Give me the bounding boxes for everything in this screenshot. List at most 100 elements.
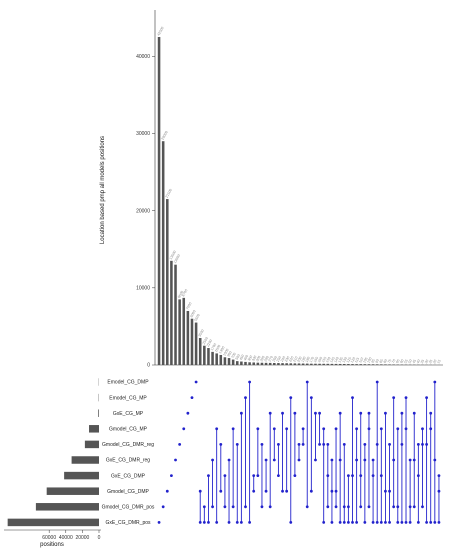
matrix-dot (367, 505, 371, 509)
intersection-bar-value: 29000 (161, 130, 169, 140)
matrix-dot (215, 427, 219, 431)
matrix-dot (190, 396, 194, 399)
intersection-bar-value: 90 (375, 358, 380, 363)
matrix-dot (285, 427, 289, 431)
matrix-dot (277, 474, 280, 477)
matrix-dot (416, 474, 420, 477)
intersection-bar (203, 345, 206, 365)
intersection-bar (174, 264, 177, 365)
intersection-bar (231, 359, 235, 365)
intersection-bar (347, 364, 350, 365)
matrix-dot (293, 411, 297, 415)
matrix-dot (301, 427, 305, 431)
matrix-dot (194, 380, 198, 384)
intersection-bar (215, 353, 218, 365)
matrix-dot (359, 505, 363, 509)
intersection-bar-value: 50 (408, 359, 413, 364)
matrix-dot (351, 474, 354, 477)
intersection-bar-value: 100 (366, 357, 372, 364)
intersection-bar-value: 450 (239, 354, 245, 361)
intersection-bar (293, 363, 297, 365)
intersection-bar (182, 297, 186, 365)
intersection-bar-value: 170 (309, 356, 315, 363)
set-label: Emodel_CG_MP (109, 395, 147, 401)
matrix-dot (338, 521, 342, 524)
matrix-dot (330, 521, 334, 524)
matrix-dot (260, 505, 264, 509)
matrix-dot (223, 505, 227, 509)
set-labels: Emodel_CG_DMP Emodel_CG_MP GxE_CG_MP Gmodel… (102, 380, 155, 526)
matrix-dot (301, 443, 305, 446)
intersection-bar (219, 354, 223, 365)
intersection-bar-value: 260 (272, 355, 278, 362)
intersection-bar (281, 363, 284, 365)
matrix-dot (318, 411, 321, 415)
intersection-bar (342, 363, 346, 365)
matrix-dot (293, 474, 297, 477)
intersection-bar-value: 250 (276, 355, 282, 362)
intersection-bar-value: 200 (296, 356, 302, 363)
matrix-dot (227, 521, 231, 524)
intersection-size-panel: Location based pmp all models positions … (100, 10, 443, 369)
matrix-dot (309, 396, 313, 399)
intersection-bar (330, 363, 334, 365)
intersection-bar-value: 6000 (189, 309, 196, 318)
matrix-dot (346, 521, 350, 524)
matrix-dot (375, 380, 379, 384)
matrix-dot (281, 489, 284, 493)
intersection-bar-value: 190 (301, 356, 307, 363)
set-label: Gmodel_CG_MP (109, 427, 148, 433)
matrix-dot (388, 443, 391, 446)
y-tick-label: 20000 (136, 208, 150, 214)
matrix-dot (289, 521, 293, 524)
intersection-bar-value: 230 (284, 356, 290, 363)
matrix-dot (400, 411, 404, 415)
intersection-bar (244, 361, 247, 365)
intersection-bar (227, 358, 231, 365)
matrix-dot (384, 489, 387, 493)
matrix-dot (375, 521, 379, 524)
intersection-bar-value: 2200 (206, 339, 213, 348)
intersection-bar (371, 364, 375, 365)
matrix-dot (359, 474, 363, 477)
intersection-bar (355, 364, 358, 365)
matrix-dot (351, 396, 354, 399)
matrix-dot (248, 521, 252, 524)
intersection-bar-value: 30 (424, 359, 429, 364)
matrix-dot (305, 380, 309, 384)
intersection-bar (326, 363, 330, 365)
set-size-bar (7, 518, 100, 527)
set-label: Gmodel_CG_DMR_pos (102, 505, 155, 511)
matrix-dot (272, 427, 276, 431)
set-label: GxE_CG_MP (113, 411, 144, 417)
intersection-bar-value: 60 (399, 359, 404, 364)
set-label: GxE_CG_DMR_pos (105, 520, 151, 526)
set-size-bars (7, 378, 100, 527)
intersection-bar (186, 310, 190, 365)
matrix-dot (416, 521, 420, 524)
intersection-bar (252, 362, 256, 365)
intersection-bar (211, 351, 214, 365)
matrix-dot (392, 396, 396, 399)
matrix-dot (363, 521, 367, 524)
matrix-dot (211, 458, 214, 462)
matrix-dot (412, 458, 416, 462)
matrix-dot (425, 443, 428, 446)
intersection-bar-value: 1500 (214, 344, 221, 353)
matrix-dot (371, 474, 375, 477)
intersection-bar-value: 2500 (202, 336, 209, 345)
set-size-panel: 60000 40000 20000 0 positions (4, 378, 101, 548)
matrix-dot (207, 521, 210, 524)
matrix-dot (359, 411, 363, 415)
matrix-dot (400, 443, 404, 446)
matrix-dot (429, 521, 433, 524)
matrix-dot (309, 489, 313, 493)
intersection-bar-value: 42500 (156, 26, 164, 36)
intersection-bar (285, 363, 288, 365)
set-label: Gmodel_CG_DMR_reg (102, 442, 154, 448)
matrix-dot (346, 474, 350, 477)
matrix-dot (318, 443, 321, 446)
matrix-dot (235, 521, 239, 524)
intersection-bar-value: 240 (280, 356, 286, 363)
